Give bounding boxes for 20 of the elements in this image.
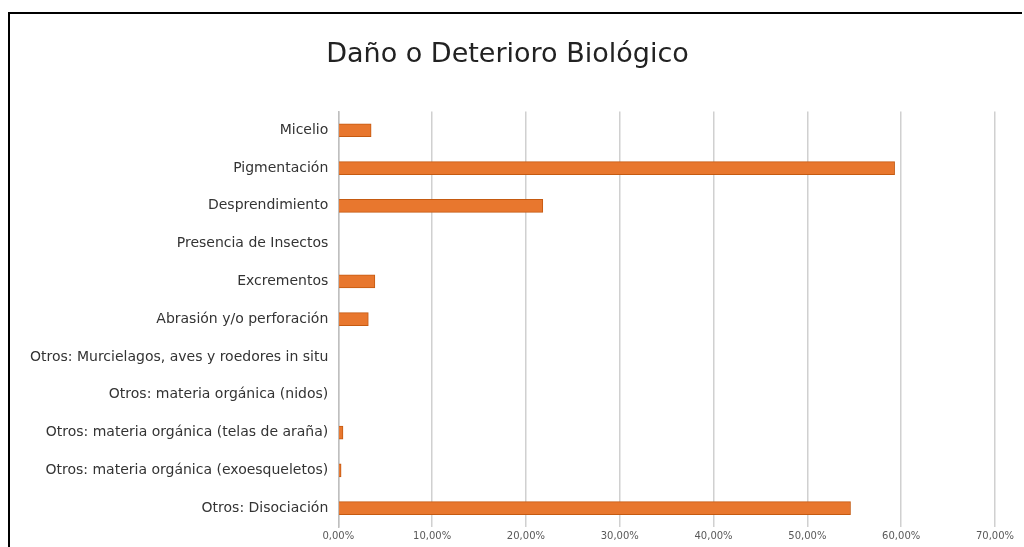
chart-title: Daño o Deterioro Biológico [326,37,689,69]
y-tick-label: Micelio [279,120,329,137]
y-tick-label: Otros: materia orgánica (telas de araña) [45,423,329,440]
y-tick-label: Pigmentación [233,158,329,175]
y-tick-label: Otros: materia orgánica (exoesqueletos) [45,460,329,477]
y-tick-label: Otros: Disociación [201,498,329,515]
x-tick-label: 50,00% [788,529,827,541]
y-tick-label: Excrementos [237,272,329,289]
y-tick-label: Abrasión y/o perforación [156,309,329,326]
x-tick-label: 60,00% [882,529,921,541]
y-tick-label: Desprendimiento [207,196,329,213]
x-tick-label: 70,00% [975,529,1015,541]
y-tick-label: Otros: materia orgánica (nidos) [108,385,329,402]
x-tick-label: 40,00% [694,529,733,541]
x-tick-label: 30,00% [600,529,639,541]
x-tick-label: 20,00% [506,529,545,541]
x-tick-label: 10,00% [413,529,452,541]
y-tick-label: Otros: Murcielagos, aves y roedores in situ [29,347,329,364]
x-tick-label: 0,00% [322,529,355,541]
y-tick-label: Presencia de Insectos [176,234,329,251]
